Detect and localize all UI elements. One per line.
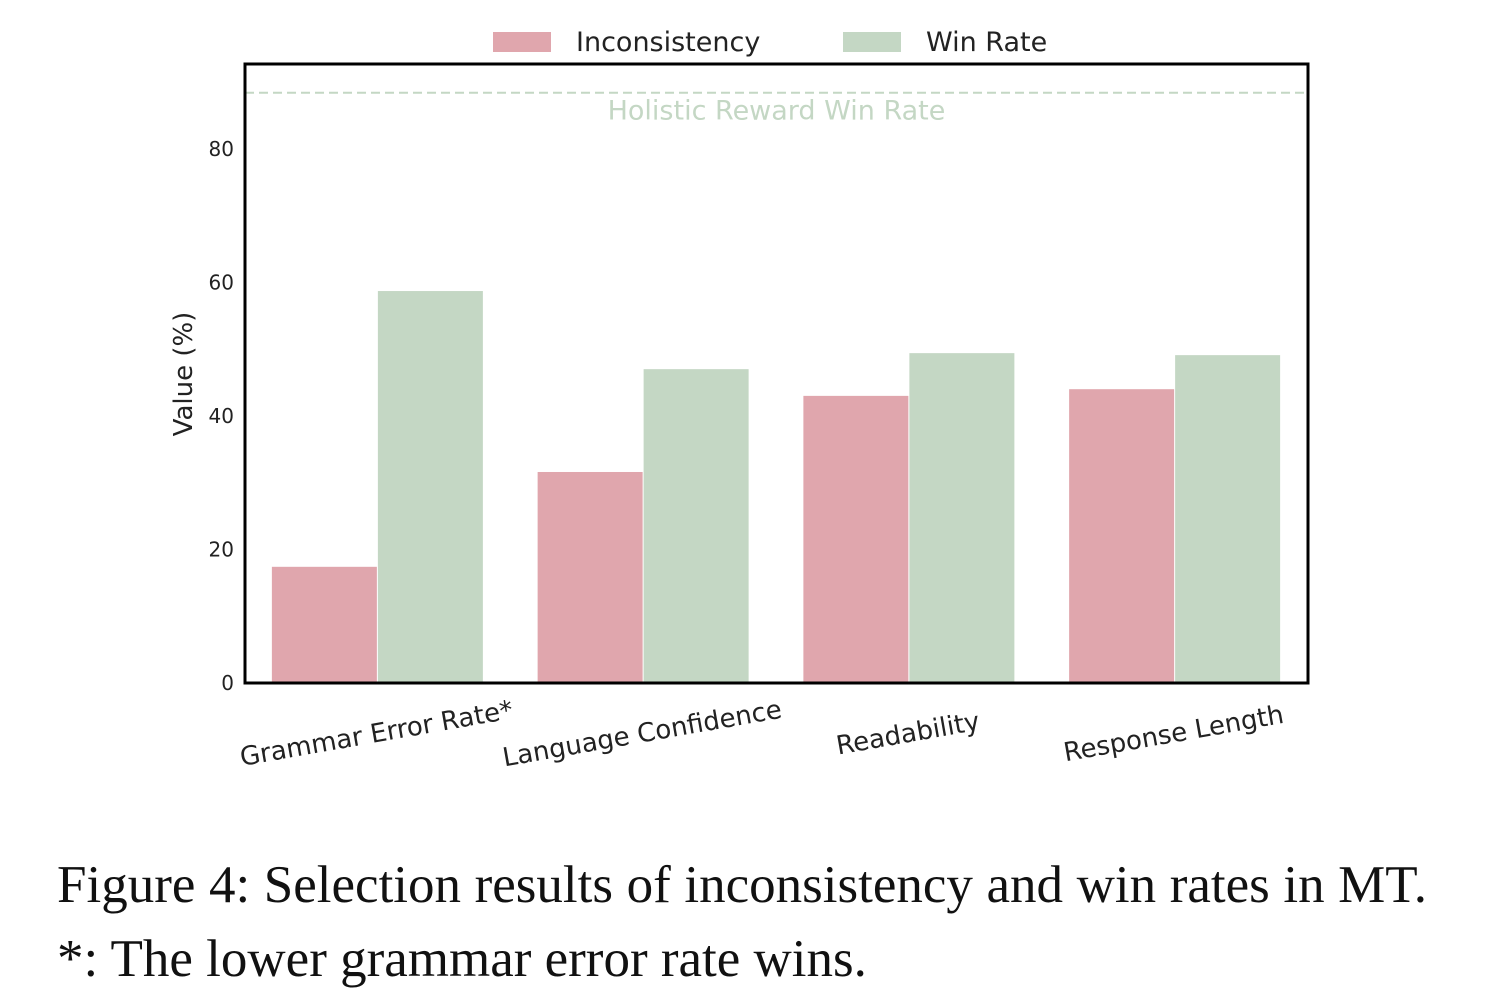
y-tick-label: 0	[221, 671, 234, 695]
bar-inconsistency-2	[803, 395, 909, 683]
y-axis-ticks: 0 20 40 60 80	[209, 137, 234, 695]
legend-label-win-rate: Win Rate	[926, 27, 1047, 58]
x-axis-ticks: Grammar Error Rate*Language Confidence Re…	[238, 695, 1286, 774]
legend-label-inconsistency: Inconsistency	[576, 27, 760, 58]
bar-win-rate-3	[1175, 355, 1281, 683]
y-tick-label: 20	[209, 537, 234, 561]
bar-inconsistency-0	[271, 566, 377, 683]
bar-win-rate-0	[377, 291, 483, 683]
x-tick-label: Language Confidence	[500, 695, 784, 774]
y-tick-label: 40	[209, 404, 234, 428]
bars-layer	[271, 291, 1281, 683]
bar-chart: Holistic Reward Win Rate 0 20 40 60 80 Gramm…	[169, 27, 1310, 774]
y-tick-label: 60	[209, 270, 234, 294]
x-tick-label: Readability	[834, 707, 982, 762]
plot-frame	[243, 62, 1310, 685]
x-tick-label: Grammar Error Rate*	[238, 695, 516, 773]
legend-swatch-inconsistency	[493, 32, 551, 52]
legend: Inconsistency Win Rate	[493, 27, 1047, 58]
y-axis-label: Value (%)	[169, 312, 199, 437]
x-tick-label: Response Length	[1061, 700, 1286, 768]
y-tick-label: 80	[209, 137, 234, 161]
legend-swatch-win-rate	[843, 32, 901, 52]
figure-caption: Figure 4: Selection results of inconsist…	[57, 856, 1427, 988]
bar-inconsistency-1	[537, 471, 643, 683]
bar-inconsistency-3	[1069, 389, 1175, 683]
bar-win-rate-2	[909, 353, 1015, 683]
reference-line-label: Holistic Reward Win Rate	[608, 96, 946, 127]
bar-win-rate-1	[643, 369, 749, 683]
